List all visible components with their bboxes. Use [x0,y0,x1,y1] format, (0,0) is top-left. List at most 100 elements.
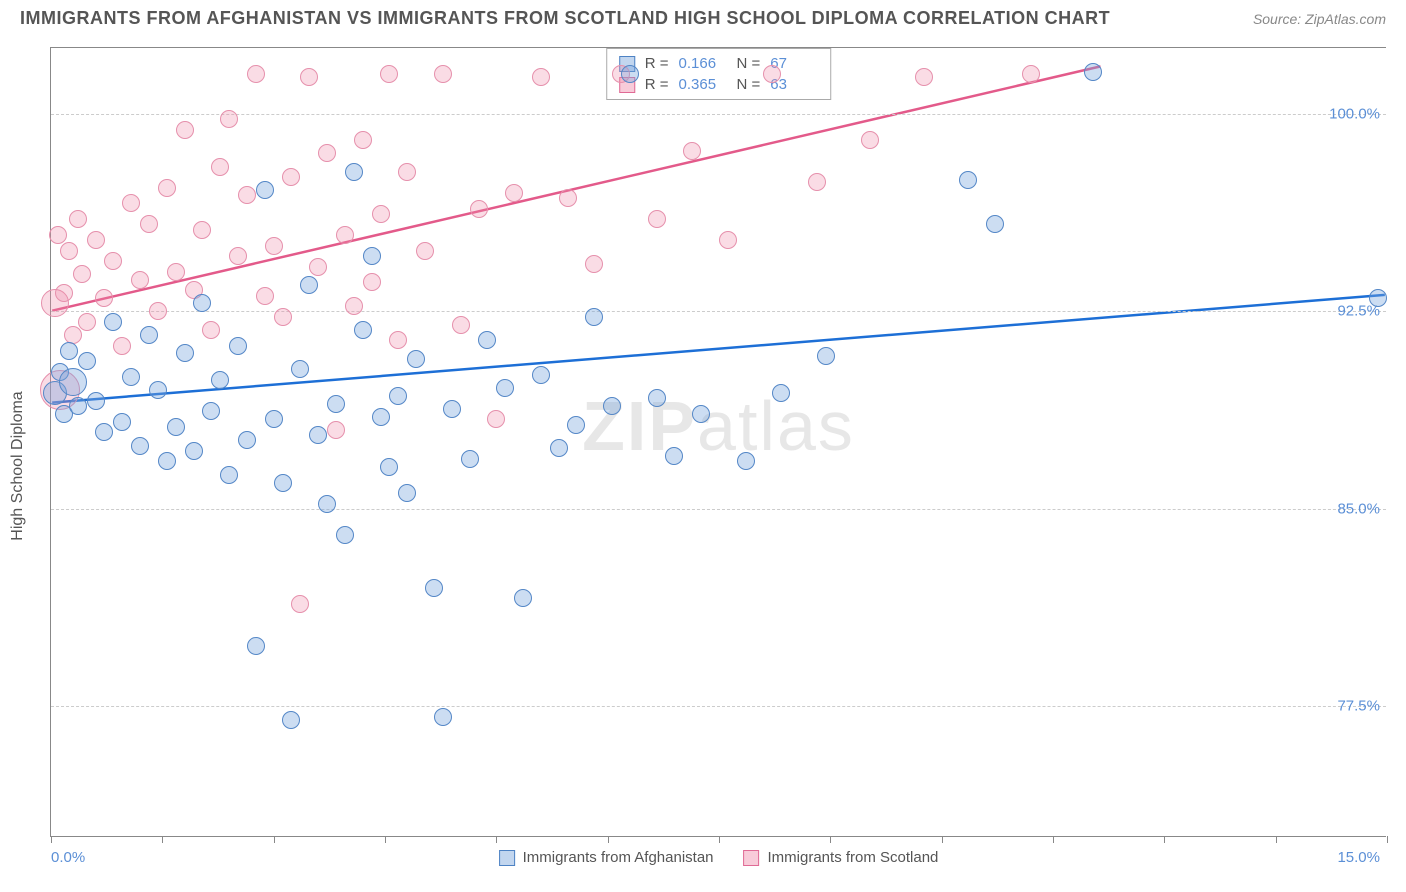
data-point [309,426,327,444]
data-point [229,247,247,265]
data-point [505,184,523,202]
data-point [808,173,826,191]
data-point [532,366,550,384]
data-point [345,163,363,181]
data-point [559,189,577,207]
data-point [1369,289,1387,307]
data-point [327,421,345,439]
r-value-b: 0.365 [679,76,727,93]
plot-area: ZIPatlas R = 0.166 N = 67 R = 0.365 N = … [50,47,1386,837]
data-point [336,526,354,544]
data-point [603,397,621,415]
series-legend: Immigrants from Afghanistan Immigrants f… [499,849,939,866]
data-point [398,163,416,181]
swatch-pink-icon [744,850,760,866]
data-point [131,437,149,455]
data-point [87,231,105,249]
data-point [265,410,283,428]
source-link[interactable]: ZipAtlas.com [1305,11,1386,27]
data-point [291,595,309,613]
data-point [140,326,158,344]
chart-title: IMMIGRANTS FROM AFGHANISTAN VS IMMIGRANT… [20,8,1110,29]
data-point [683,142,701,160]
data-point [78,313,96,331]
y-tick-label: 77.5% [1337,698,1380,715]
data-point [434,708,452,726]
r-label: R = [645,55,669,72]
data-point [452,316,470,334]
data-point [149,381,167,399]
data-point [300,68,318,86]
data-point [229,337,247,355]
data-point [149,302,167,320]
x-tick [162,836,163,843]
data-point [763,65,781,83]
gridline [51,509,1386,510]
legend-item-scotland: Immigrants from Scotland [744,849,939,866]
data-point [131,271,149,289]
data-point [470,200,488,218]
x-tick [830,836,831,843]
data-point [585,308,603,326]
data-point [256,181,274,199]
data-point [389,387,407,405]
data-point [496,379,514,397]
data-point [1022,65,1040,83]
data-point [69,210,87,228]
x-tick [496,836,497,843]
x-axis-min-label: 0.0% [51,849,85,866]
n-label: N = [737,76,761,93]
legend-item-afghanistan: Immigrants from Afghanistan [499,849,714,866]
x-tick [719,836,720,843]
data-point [78,352,96,370]
data-point [389,331,407,349]
x-tick [1164,836,1165,843]
source-label: Source: [1253,11,1301,27]
data-point [648,389,666,407]
data-point [585,255,603,273]
data-point [532,68,550,86]
data-point [49,226,67,244]
data-point [220,110,238,128]
swatch-blue-icon [499,850,515,866]
data-point [104,313,122,331]
data-point [434,65,452,83]
x-tick [608,836,609,843]
data-point [122,368,140,386]
x-tick [1053,836,1054,843]
data-point [398,484,416,502]
data-point [202,402,220,420]
data-point [1084,63,1102,81]
data-point [167,263,185,281]
data-point [158,452,176,470]
data-point [274,474,292,492]
data-point [274,308,292,326]
data-point [665,447,683,465]
data-point [87,392,105,410]
data-point [327,395,345,413]
x-axis-max-label: 15.0% [1337,849,1380,866]
data-point [354,321,372,339]
data-point [113,413,131,431]
chart-header: IMMIGRANTS FROM AFGHANISTAN VS IMMIGRANT… [0,0,1406,37]
data-point [55,284,73,302]
data-point [478,331,496,349]
r-label: R = [645,76,669,93]
data-point [95,289,113,307]
x-tick [385,836,386,843]
trend-line [52,66,1100,310]
data-point [300,276,318,294]
y-axis-label: High School Diploma [9,391,27,540]
data-point [60,242,78,260]
gridline [51,114,1386,115]
r-value-a: 0.166 [679,55,727,72]
data-point [372,408,390,426]
data-point [176,344,194,362]
data-point [167,418,185,436]
data-point [817,347,835,365]
data-point [122,194,140,212]
data-point [648,210,666,228]
data-point [354,131,372,149]
data-point [487,410,505,428]
data-point [425,579,443,597]
